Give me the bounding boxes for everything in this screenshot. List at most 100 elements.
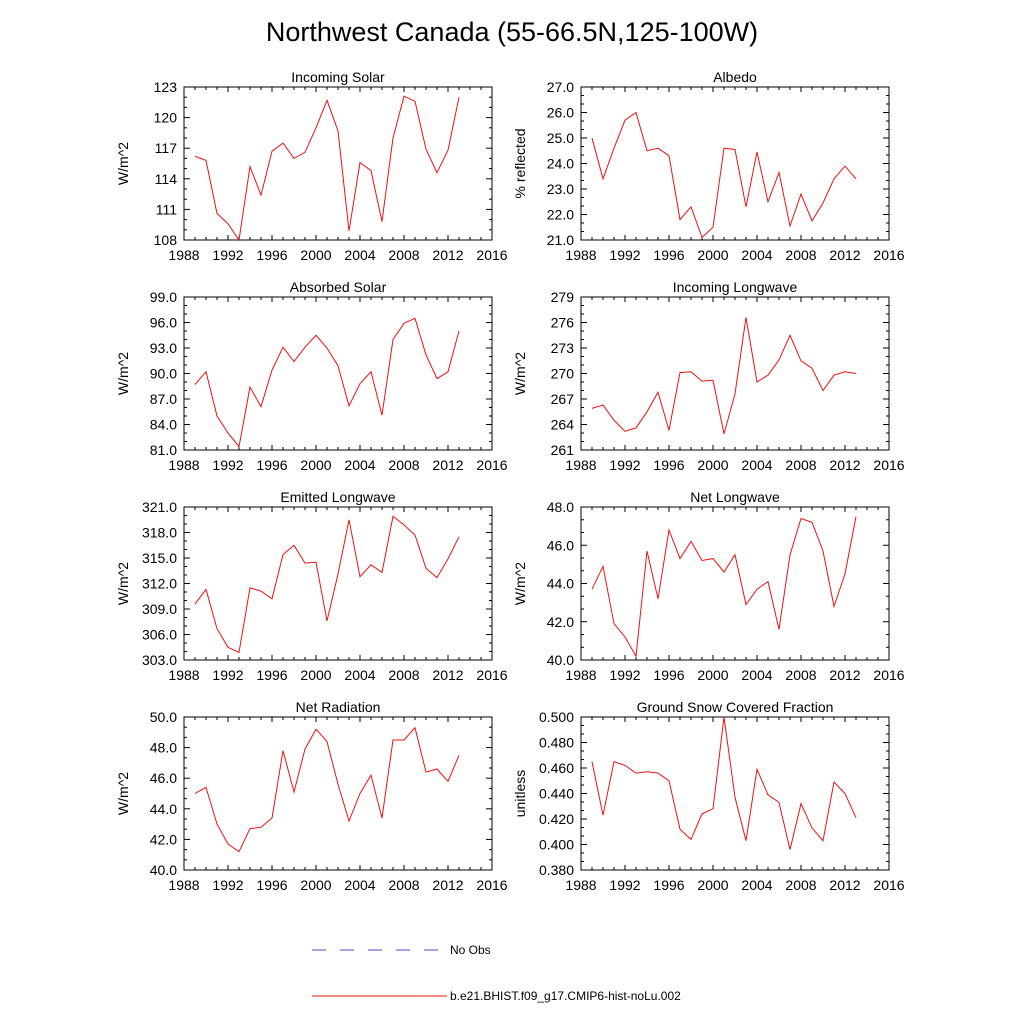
y-tick-label: 261: [551, 442, 575, 458]
x-tick-label: 1988: [168, 457, 199, 473]
x-tick-label: 2000: [697, 247, 728, 263]
y-axis-label: W/m^2: [115, 562, 131, 605]
y-tick-label: 123: [154, 79, 178, 95]
y-tick-label: 99.0: [150, 289, 177, 305]
y-tick-label: 24.0: [547, 156, 574, 172]
x-tick-label: 2012: [432, 247, 463, 263]
y-tick-label: 87.0: [150, 391, 177, 407]
x-tick-label: 2004: [741, 667, 772, 683]
x-tick-label: 2012: [829, 877, 860, 893]
x-tick-label: 2016: [476, 457, 507, 473]
y-tick-label: 25.0: [547, 130, 574, 146]
series-line-emitted-longwave: [194, 515, 460, 654]
y-tick-label: 40.0: [547, 652, 574, 668]
y-tick-label: 120: [154, 110, 178, 126]
x-tick-label: 1996: [653, 877, 684, 893]
x-tick-label: 1992: [212, 247, 243, 263]
panel-title: Net Longwave: [690, 489, 780, 505]
panel-net-radiation: Net Radiation W/m^2 1988 1992 1996 2000 2004 20…: [115, 699, 508, 893]
y-tick-label: 44.0: [150, 801, 177, 817]
legend-no-obs-label: No Obs: [450, 943, 491, 957]
panel-title: Ground Snow Covered Fraction: [637, 699, 834, 715]
y-tick-label: 264: [551, 417, 575, 433]
plot-frame: [183, 86, 493, 241]
y-tick-label: 318.0: [142, 525, 177, 541]
x-tick-label: 2004: [344, 247, 375, 263]
x-tick-label: 2012: [432, 877, 463, 893]
y-axis-label: unitless: [512, 770, 528, 817]
y-tick-label: 267: [551, 391, 575, 407]
plot-frame: [183, 506, 493, 661]
panel-title: Incoming Solar: [291, 69, 385, 85]
x-tick-label: 2016: [873, 667, 904, 683]
legend: No Obs b.e21.BHIST.f09_g17.CMIP6-hist-no…: [312, 943, 681, 1003]
series-line-ground-snow-covered-fraction: [591, 716, 857, 850]
plot-frame: [580, 296, 890, 451]
y-tick-label: 0.480: [539, 735, 574, 751]
x-tick-label: 2016: [476, 667, 507, 683]
y-tick-label: 26.0: [547, 105, 574, 121]
series-line-incoming-solar: [194, 95, 460, 242]
y-tick-label: 114: [155, 171, 178, 187]
y-tick-label: 42.0: [547, 614, 574, 630]
x-tick-label: 2012: [432, 667, 463, 683]
x-tick-label: 2012: [829, 247, 860, 263]
x-tick-label: 1996: [653, 667, 684, 683]
x-tick-label: 1988: [565, 457, 596, 473]
x-tick-label: 2012: [432, 457, 463, 473]
x-tick-label: 2012: [829, 667, 860, 683]
y-tick-label: 309.0: [142, 601, 177, 617]
y-tick-label: 44.0: [547, 576, 574, 592]
y-tick-label: 42.0: [150, 831, 177, 847]
x-tick-label: 2004: [344, 667, 375, 683]
figure-title: Northwest Canada (55-66.5N,125-100W): [266, 17, 758, 47]
y-tick-label: 0.420: [539, 811, 574, 827]
x-tick-label: 1988: [565, 247, 596, 263]
series-line-incoming-longwave: [591, 317, 857, 435]
y-tick-label: 0.500: [539, 709, 574, 725]
y-tick-label: 270: [551, 366, 575, 382]
y-tick-label: 111: [156, 201, 177, 217]
panel-emitted-longwave: Emitted Longwave W/m^2 1988 1992 1996 2000 200…: [115, 489, 508, 683]
y-tick-label: 276: [551, 315, 575, 331]
x-tick-label: 1992: [609, 877, 640, 893]
y-tick-label: 84.0: [150, 417, 177, 433]
x-tick-label: 1988: [168, 667, 199, 683]
series-line-net-radiation: [194, 726, 460, 853]
y-tick-label: 303.0: [142, 652, 177, 668]
panel-title: Absorbed Solar: [290, 279, 387, 295]
x-tick-label: 2008: [388, 667, 419, 683]
panel-incoming-longwave: Incoming Longwave W/m^2 1988 1992 1996 2000 20…: [512, 279, 905, 473]
x-tick-label: 2008: [388, 247, 419, 263]
y-tick-label: 90.0: [150, 366, 177, 382]
y-tick-label: 306.0: [142, 627, 177, 643]
x-tick-label: 1996: [653, 457, 684, 473]
y-tick-label: 0.380: [539, 862, 574, 878]
series-line-albedo: [591, 111, 857, 239]
y-axis-label: W/m^2: [512, 562, 528, 605]
plot-frame: [580, 506, 890, 661]
y-tick-label: 21.0: [547, 232, 574, 248]
x-tick-label: 1992: [212, 877, 243, 893]
y-tick-label: 108: [154, 232, 178, 248]
x-tick-label: 2000: [300, 877, 331, 893]
x-tick-label: 2004: [741, 877, 772, 893]
x-tick-label: 1996: [256, 667, 287, 683]
x-tick-label: 1988: [565, 667, 596, 683]
x-tick-label: 1988: [168, 247, 199, 263]
y-tick-label: 0.400: [539, 837, 574, 853]
y-axis-label: W/m^2: [115, 772, 131, 815]
x-tick-label: 1992: [609, 457, 640, 473]
y-tick-label: 315.0: [142, 550, 177, 566]
y-tick-label: 27.0: [547, 79, 574, 95]
series-line-absorbed-solar: [194, 317, 460, 448]
x-tick-label: 2016: [873, 247, 904, 263]
x-tick-label: 2008: [785, 877, 816, 893]
x-tick-label: 1992: [212, 667, 243, 683]
y-tick-label: 48.0: [547, 499, 574, 515]
panels: Incoming Solar W/m^2 1988 1992 1996 2000 2004 2…: [115, 69, 905, 893]
x-tick-label: 2012: [829, 457, 860, 473]
x-tick-label: 1996: [256, 247, 287, 263]
y-tick-label: 321.0: [142, 499, 177, 515]
